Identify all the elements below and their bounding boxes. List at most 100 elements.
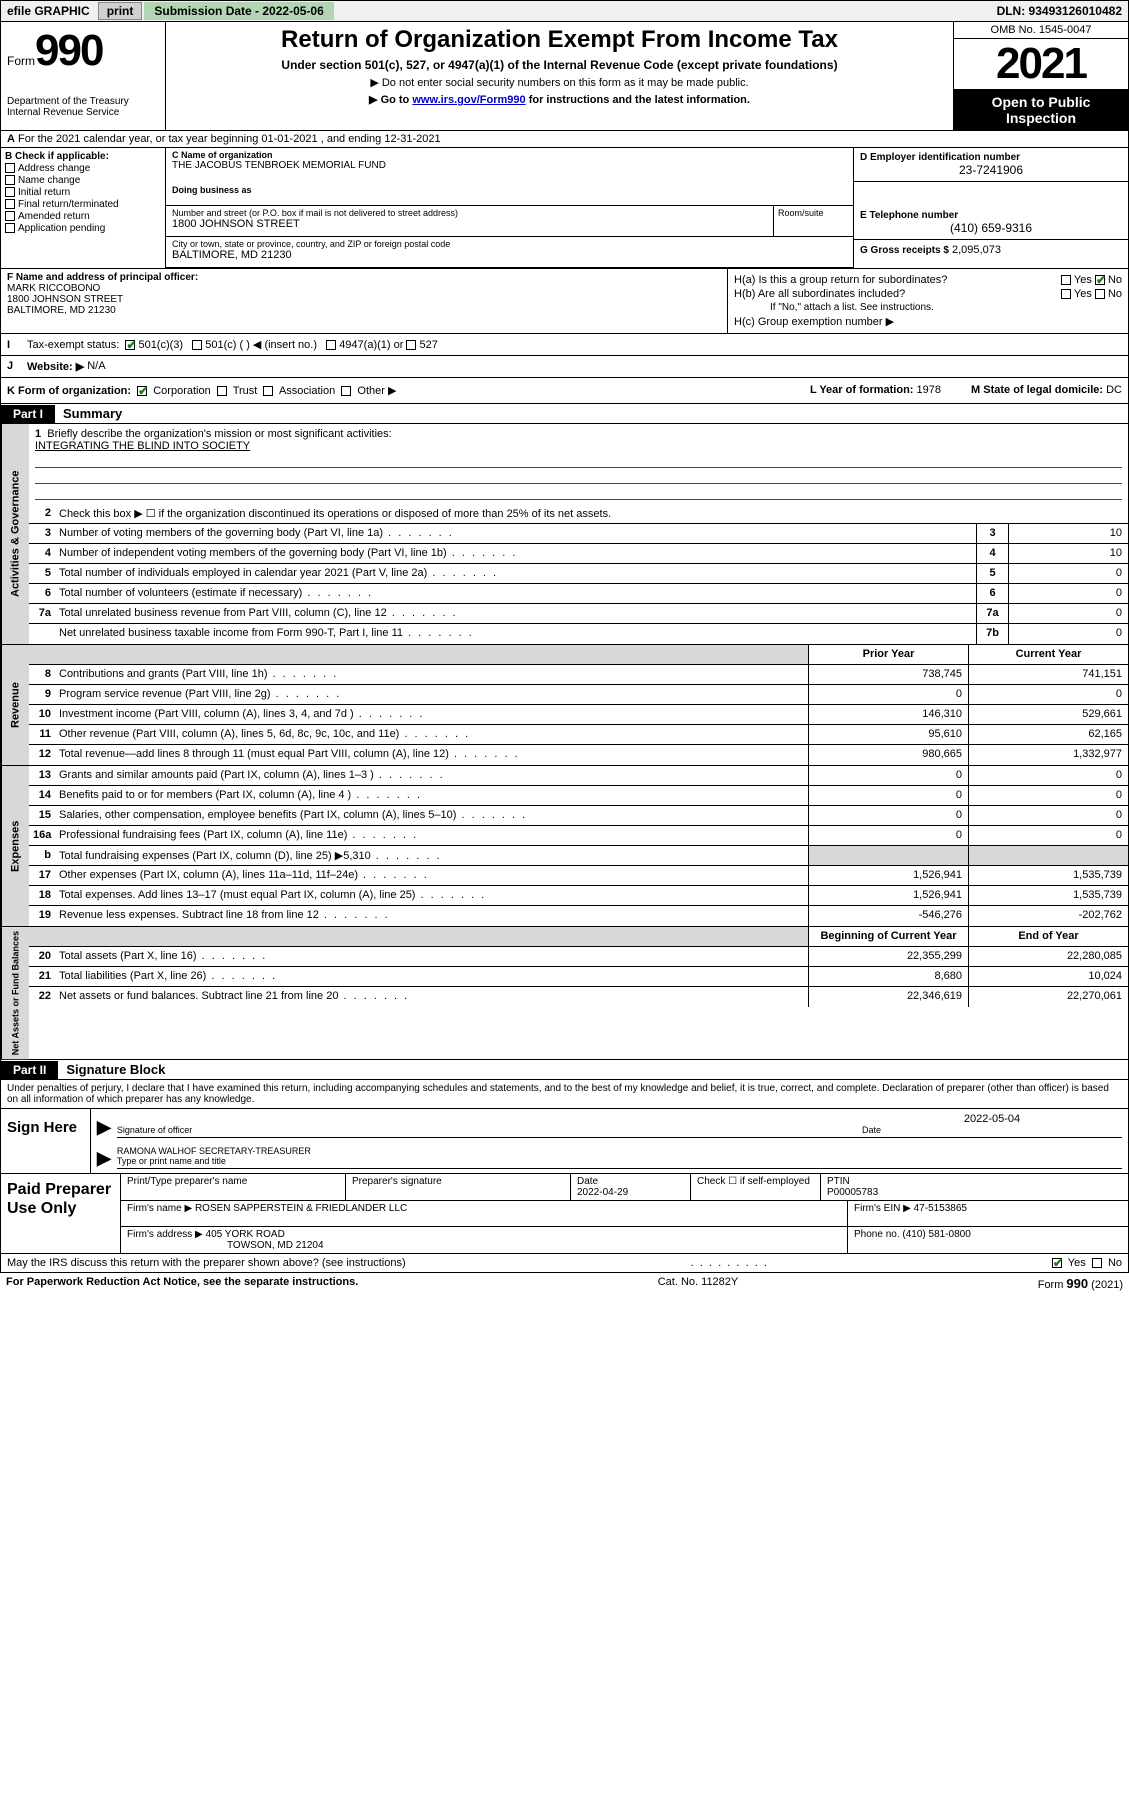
chk-assoc[interactable] [263, 386, 273, 396]
m-value: DC [1106, 384, 1122, 396]
c-dba-label: Doing business as [172, 185, 847, 195]
expenses-block: Expenses 13Grants and similar amounts pa… [0, 766, 1129, 927]
gov-line: 6Total number of volunteers (estimate if… [29, 584, 1128, 604]
uline3 [35, 486, 1122, 500]
c-room-cell: Room/suite [773, 206, 853, 236]
sig-date-label: Date [862, 1125, 1122, 1135]
line-desc: Investment income (Part VIII, column (A)… [55, 705, 808, 724]
current-value: 0 [968, 806, 1128, 825]
line-boxnum: 4 [976, 544, 1008, 563]
chk-other[interactable] [341, 386, 351, 396]
preparer-date-label: Date [577, 1176, 684, 1187]
chk-amended-return[interactable] [5, 211, 15, 221]
line-num: 2 [29, 504, 55, 523]
line-desc: Total fundraising expenses (Part IX, col… [55, 846, 808, 865]
prior-value: 1,526,941 [808, 886, 968, 905]
d-ein-value: 23-7241906 [860, 163, 1122, 177]
current-value: 1,535,739 [968, 886, 1128, 905]
prior-value [808, 846, 968, 865]
line-boxnum: 5 [976, 564, 1008, 583]
strip-expenses: Expenses [1, 766, 29, 926]
sig-arrow2-icon: ▶ [97, 1148, 111, 1169]
lbl-assoc: Association [279, 385, 335, 397]
prior-value: 8,680 [808, 967, 968, 986]
chk-ha-yes[interactable] [1061, 275, 1071, 285]
chk-initial-return[interactable] [5, 187, 15, 197]
chk-address-change[interactable] [5, 163, 15, 173]
irs-link[interactable]: www.irs.gov/Form990 [412, 94, 525, 106]
line-desc: Total number of volunteers (estimate if … [55, 584, 976, 603]
chk-name-change[interactable] [5, 175, 15, 185]
line-num: 12 [29, 745, 55, 765]
c-name-value: THE JACOBUS TENBROEK MEMORIAL FUND [172, 160, 847, 171]
chk-527[interactable] [406, 340, 416, 350]
topbar: efile GRAPHIC print Submission Date - 20… [0, 0, 1129, 22]
line-num: 9 [29, 685, 55, 704]
chk-501c[interactable] [192, 340, 202, 350]
table-row: 11Other revenue (Part VIII, column (A), … [29, 725, 1128, 745]
na-header-row: Beginning of Current Year End of Year [29, 927, 1128, 947]
line-desc: Contributions and grants (Part VIII, lin… [55, 665, 808, 684]
line-boxnum: 7b [976, 624, 1008, 644]
gov-line: Net unrelated business taxable income fr… [29, 624, 1128, 644]
sig-name-label: Type or print name and title [117, 1156, 1122, 1166]
line-desc: Total unrelated business revenue from Pa… [55, 604, 976, 623]
chk-application-pending[interactable] [5, 223, 15, 233]
g-gross-label: G Gross receipts $ [860, 245, 949, 256]
part1-label: Part I [1, 405, 55, 423]
d-ein-label: D Employer identification number [860, 152, 1122, 163]
firm-addr2: TOWSON, MD 21204 [127, 1240, 324, 1251]
lbl-501c3: 501(c)(3) [138, 339, 183, 351]
line-boxnum: 3 [976, 524, 1008, 543]
sign-here-label: Sign Here [1, 1109, 91, 1173]
chk-hb-yes[interactable] [1061, 289, 1071, 299]
chk-corp[interactable] [137, 386, 147, 396]
sig-officer-field[interactable]: Signature of officer [117, 1125, 862, 1138]
line-num: 20 [29, 947, 55, 966]
print-button[interactable]: print [98, 2, 143, 20]
col-end-year: End of Year [968, 927, 1128, 946]
sub3-pre: ▶ Go to [369, 94, 412, 106]
chk-trust[interactable] [217, 386, 227, 396]
col-b-checkboxes: B Check if applicable: Address change Na… [1, 148, 166, 268]
page-footer: For Paperwork Reduction Act Notice, see … [0, 1273, 1129, 1294]
subtitle-1: Under section 501(c), 527, or 4947(a)(1)… [174, 58, 945, 72]
line-num: 11 [29, 725, 55, 744]
paid-row-3: Firm's address ▶ 405 YORK ROADTOWSON, MD… [121, 1227, 1128, 1253]
chk-may-no[interactable] [1092, 1258, 1102, 1268]
chk-final-return[interactable] [5, 199, 15, 209]
current-value: 62,165 [968, 725, 1128, 744]
row-j-website: JWebsite: ▶ N/A [0, 356, 1129, 378]
prior-value: 95,610 [808, 725, 968, 744]
table-row: bTotal fundraising expenses (Part IX, co… [29, 846, 1128, 866]
line1-num: 1 [35, 428, 41, 440]
strip-revenue: Revenue [1, 645, 29, 765]
chk-may-yes[interactable] [1052, 1258, 1062, 1268]
gov-line: 5Total number of individuals employed in… [29, 564, 1128, 584]
h-col: H(a) Is this a group return for subordin… [728, 269, 1128, 333]
f-label: F Name and address of principal officer: [7, 272, 721, 283]
chk-ha-no[interactable] [1095, 275, 1105, 285]
gov-line: 4Number of independent voting members of… [29, 544, 1128, 564]
lbl-name-change: Name change [18, 175, 80, 186]
line-1-briefly: 1 Briefly describe the organization's mi… [29, 424, 1128, 504]
line-desc: Grants and similar amounts paid (Part IX… [55, 766, 808, 785]
chk-hb-no[interactable] [1095, 289, 1105, 299]
chk-4947[interactable] [326, 340, 336, 350]
i-label: Tax-exempt status: [27, 339, 119, 351]
current-value: 1,535,739 [968, 866, 1128, 885]
lbl-4947: 4947(a)(1) or [339, 339, 403, 351]
prior-value: 0 [808, 766, 968, 785]
line-num: 19 [29, 906, 55, 926]
subtitle-3: ▶ Go to www.irs.gov/Form990 for instruct… [174, 93, 945, 106]
line-num: 17 [29, 866, 55, 885]
netassets-block: Net Assets or Fund Balances Beginning of… [0, 927, 1129, 1060]
prior-value: 0 [808, 786, 968, 805]
firm-ein-value: 47-5153865 [914, 1203, 967, 1214]
ptin-value: P00005783 [827, 1187, 1122, 1198]
chk-501c3[interactable] [125, 340, 135, 350]
lbl-initial-return: Initial return [18, 187, 70, 198]
line-num: 7a [29, 604, 55, 623]
lbl-application-pending: Application pending [18, 223, 105, 234]
dln-label: DLN: 93493126010482 [997, 4, 1128, 18]
